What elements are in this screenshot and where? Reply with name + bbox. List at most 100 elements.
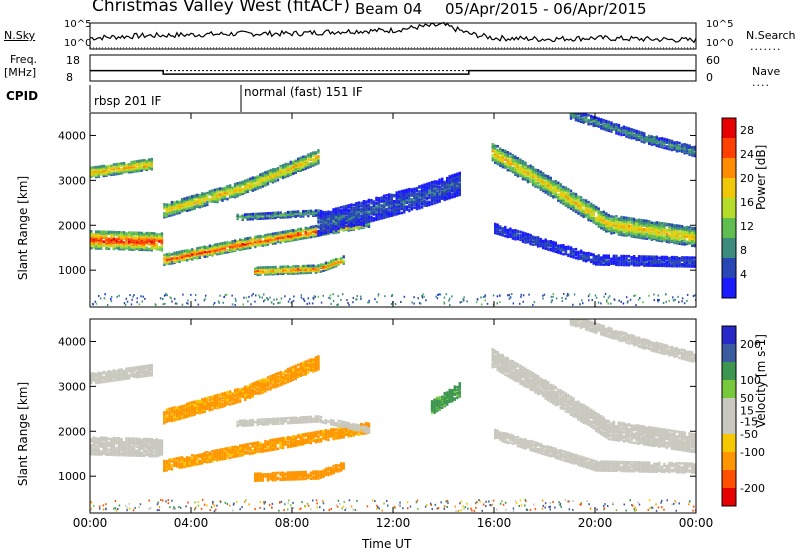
heat-cell <box>499 230 502 233</box>
heat-cell <box>130 242 133 245</box>
heat-cell <box>193 256 196 260</box>
heat-cell <box>650 231 653 234</box>
heat-cell <box>140 231 143 235</box>
heat-cell <box>610 228 613 231</box>
heat-cell <box>289 233 292 236</box>
heat-cell <box>302 237 305 240</box>
heat-cell <box>140 237 143 241</box>
heat-cell <box>294 167 297 171</box>
heat-cell <box>526 167 530 171</box>
heat-cell <box>605 216 608 219</box>
heat-cell <box>403 207 406 210</box>
heat-cell <box>405 208 408 211</box>
heat-cell <box>292 265 295 268</box>
heat-cell <box>274 240 277 243</box>
heat-cell <box>377 207 381 211</box>
heat-cell <box>405 194 408 198</box>
heat-cell <box>115 232 118 236</box>
heat-cell <box>140 243 143 247</box>
heat-cell <box>529 233 532 237</box>
heat-cell <box>456 172 459 176</box>
heat-cell <box>304 264 307 268</box>
heat-cell <box>362 205 366 208</box>
heat-cell <box>514 166 517 169</box>
heat-cell <box>299 227 302 231</box>
heat-cell <box>143 245 146 249</box>
heat-cell <box>660 137 664 140</box>
heat-cell <box>95 171 98 175</box>
heat-cell <box>441 184 444 188</box>
heat-cell <box>491 156 494 160</box>
heat-cell <box>390 209 393 212</box>
heat-cell <box>387 210 391 213</box>
heat-cell <box>509 152 512 156</box>
heat-cell <box>544 190 547 193</box>
heat-cell <box>597 225 600 228</box>
heat-cell <box>511 232 515 235</box>
heat-cell <box>567 190 570 193</box>
heat-cell <box>324 230 328 234</box>
heat-cell <box>693 240 696 244</box>
heat-cell <box>653 231 656 235</box>
heat-cell <box>292 268 295 271</box>
heat-cell <box>173 201 176 204</box>
heat-cell <box>514 236 517 240</box>
heat-cell <box>393 213 396 217</box>
heat-cell <box>693 238 696 242</box>
heat-cell <box>554 192 557 196</box>
heat-cell <box>494 228 497 232</box>
heat-cell <box>602 123 605 127</box>
heat-cell <box>451 195 454 198</box>
heat-cell <box>506 168 509 172</box>
heat-cell <box>612 222 616 226</box>
heat-cell <box>569 197 573 201</box>
heat-cell <box>223 251 227 254</box>
heat-cell <box>314 267 318 270</box>
heat-cell <box>90 234 93 237</box>
heat-cell <box>97 165 100 169</box>
heat-cell <box>249 236 252 240</box>
heat-cell <box>183 254 186 258</box>
heat-cell <box>281 213 285 216</box>
heat-cell <box>607 120 610 124</box>
heat-cell <box>663 137 666 141</box>
heat-cell <box>107 237 111 241</box>
heat-cell <box>269 266 272 269</box>
heat-cell <box>246 183 249 187</box>
heat-cell <box>509 232 512 235</box>
heat-cell <box>524 240 527 243</box>
heat-cell <box>494 144 497 148</box>
heat-cell <box>218 187 222 190</box>
heat-cell <box>120 231 123 234</box>
freq-line <box>90 69 696 75</box>
heat-cell <box>110 234 113 238</box>
heat-cell <box>256 241 259 244</box>
heat-cell <box>572 113 575 115</box>
heat-cell <box>446 176 449 180</box>
heat-cell <box>307 264 310 268</box>
heat-cell <box>680 231 684 235</box>
heat-cell <box>567 192 570 195</box>
heat-cell <box>451 185 454 188</box>
heat-cell <box>276 272 280 276</box>
heat-cell <box>138 233 141 237</box>
heat-cell <box>420 202 424 205</box>
heat-cell <box>347 213 350 216</box>
heat-cell <box>458 182 461 186</box>
heat-cell <box>110 240 113 244</box>
heat-cell <box>688 226 691 229</box>
heat-cell <box>279 213 282 216</box>
heat-cell <box>408 187 411 191</box>
heat-cell <box>319 209 323 213</box>
heat-cell <box>620 131 623 135</box>
heat-cell <box>271 213 275 217</box>
heat-cell <box>456 190 459 193</box>
heat-cell <box>430 202 434 206</box>
heat-cell <box>115 237 118 241</box>
heat-cell <box>668 223 671 226</box>
heat-cell <box>317 212 320 215</box>
heat-cell <box>685 240 689 244</box>
heat-cell <box>143 161 146 164</box>
heat-cell <box>653 227 656 231</box>
